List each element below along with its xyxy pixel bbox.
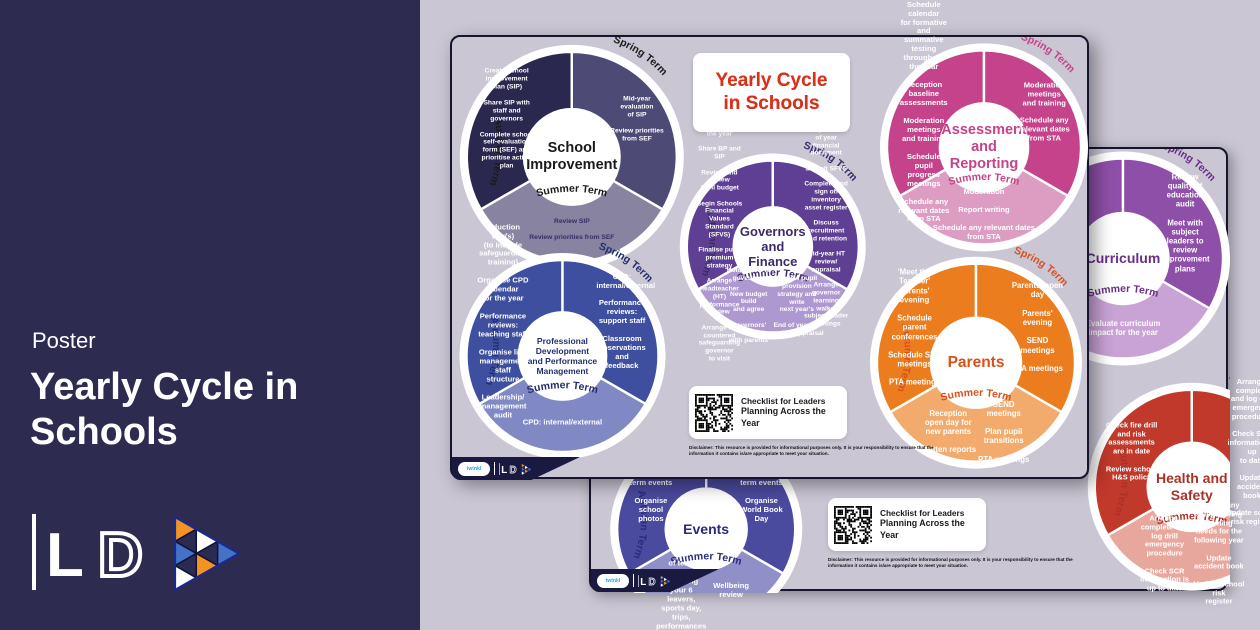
- svg-text:D: D: [510, 465, 517, 475]
- svg-text:L: L: [501, 465, 507, 475]
- svg-text:D: D: [649, 577, 656, 587]
- svg-text:L: L: [46, 521, 84, 590]
- svg-text:L: L: [640, 577, 646, 587]
- svg-text:D: D: [98, 521, 143, 590]
